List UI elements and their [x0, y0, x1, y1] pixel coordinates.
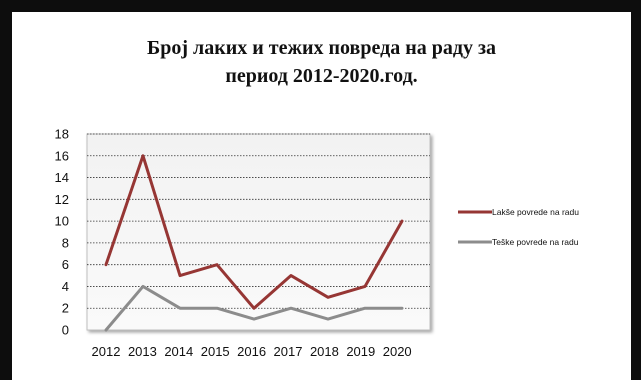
x-tick-label: 2013	[128, 344, 157, 359]
x-tick-label: 2012	[92, 344, 121, 359]
plot-area	[86, 133, 431, 331]
line-chart: 0 2 4 6 8 10 12 14 16 18 2012 2013 2014 2015 2016 2017…	[55, 127, 580, 360]
y-tick-label: 18	[55, 127, 69, 142]
y-tick-label: 6	[62, 257, 69, 272]
x-tick-label: 2019	[346, 344, 375, 359]
x-tick-label: 2017	[274, 344, 303, 359]
y-tick-label: 14	[55, 170, 69, 185]
x-tick-label: 2015	[201, 344, 230, 359]
legend-label-1: Lakše povrede na radu	[492, 207, 579, 217]
y-tick-label: 2	[62, 301, 69, 316]
legend-label-2: Teške povrede na radu	[492, 237, 579, 247]
chart-title: Број лаких и тежих повреда на раду за пе…	[12, 34, 631, 90]
y-tick-label: 0	[62, 323, 69, 338]
chart-panel: Број лаких и тежих повреда на раду за пе…	[12, 12, 631, 380]
y-tick-label: 8	[62, 235, 69, 250]
y-tick-label: 4	[62, 279, 69, 294]
chart-title-line-2: период 2012-2020.год.	[225, 65, 418, 87]
x-tick-label: 2020	[383, 344, 412, 359]
x-tick-label: 2014	[164, 344, 193, 359]
y-tick-label: 16	[55, 148, 69, 163]
chart-title-line-1: Број лаких и тежих повреда на раду за	[146, 37, 496, 59]
series-line-1	[104, 154, 404, 310]
y-tick-label: 10	[55, 214, 69, 229]
y-tick-label: 12	[55, 192, 69, 207]
x-tick-label: 2016	[237, 344, 266, 359]
x-tick-label: 2018	[310, 344, 339, 359]
series-line-2	[104, 284, 404, 332]
